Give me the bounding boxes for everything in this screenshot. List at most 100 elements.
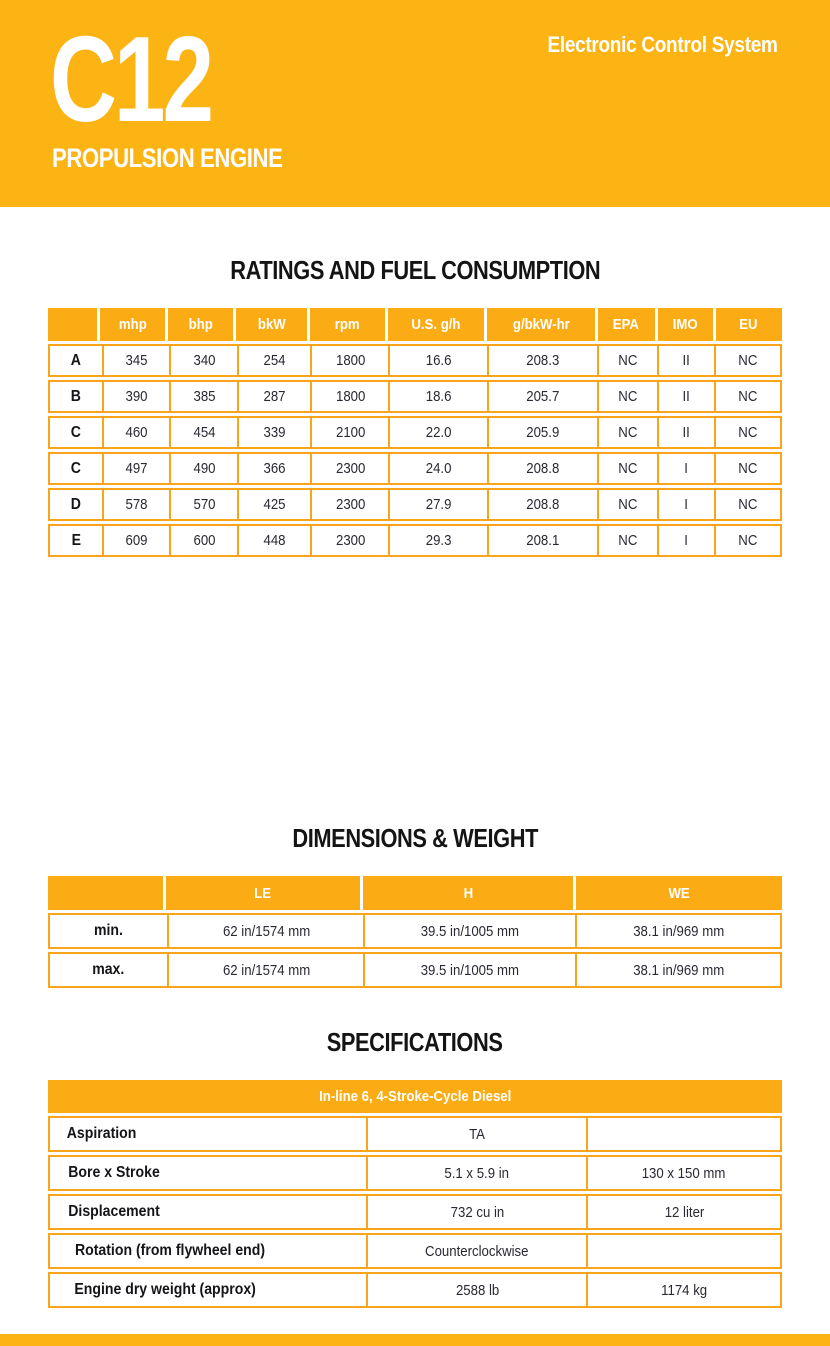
data-cell-text: 732 cu in [450, 1203, 504, 1221]
ratings-section-title-text: RATINGS AND FUEL CONSUMPTION [229, 255, 601, 285]
data-cell: 448 [236, 526, 311, 555]
data-cell-text: NC [738, 496, 758, 513]
row-label: Displacement [50, 1196, 366, 1228]
data-cell: 340 [169, 346, 237, 375]
data-cell: NC [596, 418, 657, 447]
data-cell [586, 1118, 780, 1150]
table-row: E 609 600 448 2300 29.3 208.1 NC I NC [48, 524, 782, 557]
data-cell: 345 [101, 346, 170, 375]
row-label: Rotation (from flywheel end) [50, 1235, 366, 1267]
data-cell: 39.5 in/1005 mm [363, 954, 575, 986]
data-cell-text: 24.0 [425, 460, 452, 477]
data-cell: NC [596, 382, 657, 411]
table-row: Bore x Stroke 5.1 x 5.9 in 130 x 150 mm [48, 1155, 782, 1191]
data-cell-text: 2300 [335, 532, 365, 549]
data-cell: NC [596, 490, 657, 519]
table-row: max. 62 in/1574 mm 39.5 in/1005 mm 38.1 in/… [48, 952, 782, 988]
column-header: g/bkW-hr [486, 308, 598, 341]
data-cell: 570 [169, 490, 237, 519]
dimensions-weight-table: LE H WE min. 62 in/1574 mm 39.5 in/1005 mm 38… [48, 876, 782, 988]
data-cell-text: 208.1 [526, 532, 560, 549]
column-header [48, 308, 100, 341]
data-cell: NC [714, 526, 780, 555]
data-cell: 600 [169, 526, 237, 555]
column-header-text: g/bkW-hr [512, 316, 570, 333]
data-cell-text: 208.8 [526, 460, 560, 477]
row-label-text: Engine dry weight (approx) [74, 1281, 256, 1298]
data-cell: 62 in/1574 mm [167, 954, 363, 986]
row-label: Bore x Stroke [50, 1157, 366, 1189]
data-cell-text: 390 [125, 388, 148, 405]
engine-type-header-cell: In-line 6, 4-Stroke-Cycle Diesel [48, 1080, 782, 1113]
column-header-text: mhp [118, 316, 147, 333]
dimensions-table-header-row: LE H WE [48, 876, 782, 910]
data-cell-text: 130 x 150 mm [642, 1164, 726, 1182]
row-label-text: D [70, 495, 81, 513]
data-cell-text: 254 [263, 352, 286, 369]
specifications-table-body: Aspiration TA Bore x Stroke 5.1 x 5.9 in 130… [48, 1116, 782, 1308]
specifications-table-header-row: In-line 6, 4-Stroke-Cycle Diesel [48, 1080, 782, 1113]
data-cell: NC [714, 418, 780, 447]
column-header-text: U.S. g/h [411, 316, 461, 333]
row-label: A [50, 346, 102, 375]
data-cell-text: 454 [193, 424, 216, 441]
data-cell-text: 490 [193, 460, 216, 477]
data-cell: 2100 [310, 418, 388, 447]
column-header [48, 876, 167, 910]
table-row: C 497 490 366 2300 24.0 208.8 NC I NC [48, 452, 782, 485]
data-cell: NC [596, 346, 657, 375]
data-cell-text: NC [738, 532, 758, 549]
data-cell: 24.0 [388, 454, 486, 483]
data-cell: 460 [101, 418, 170, 447]
data-cell-text: 2588 lb [455, 1281, 499, 1299]
column-header-text: EPA [613, 316, 640, 333]
data-cell: II [656, 382, 715, 411]
table-row: Engine dry weight (approx) 2588 lb 1174 kg [48, 1272, 782, 1308]
data-cell-text: II [682, 424, 691, 441]
data-cell-text: I [684, 532, 689, 549]
ratings-table-body: A 345 340 254 1800 16.6 208.3 NC II NC B 390 385 287 1… [48, 344, 782, 557]
data-cell: 2300 [310, 490, 388, 519]
data-cell: 254 [236, 346, 311, 375]
data-cell-text: 5.1 x 5.9 in [444, 1164, 510, 1182]
data-cell: 287 [236, 382, 311, 411]
data-cell: 2300 [310, 526, 388, 555]
data-cell: 2300 [310, 454, 388, 483]
column-header: U.S. g/h [387, 308, 487, 341]
column-header: bhp [167, 308, 236, 341]
data-cell-text: 38.1 in/969 mm [633, 961, 725, 979]
row-label: B [50, 382, 102, 411]
data-cell: 38.1 in/969 mm [575, 954, 780, 986]
data-cell: NC [596, 454, 657, 483]
data-cell-text: 600 [193, 532, 216, 549]
data-cell-text: NC [618, 532, 638, 549]
brand-banner: C12 Electronic Control System PROPULSION… [0, 0, 830, 207]
row-label-text: C [70, 423, 81, 441]
data-cell: NC [596, 526, 657, 555]
data-cell-text: 366 [263, 460, 286, 477]
data-cell-text: NC [738, 388, 758, 405]
propulsion-engine-subtitle: PROPULSION ENGINE [52, 143, 283, 173]
data-cell-text: 27.9 [425, 496, 452, 513]
data-cell: 1174 kg [586, 1274, 780, 1306]
data-cell: 29.3 [388, 526, 486, 555]
data-cell: 1800 [310, 346, 388, 375]
table-row: Rotation (from flywheel end) Counterclock… [48, 1233, 782, 1269]
data-cell: NC [714, 382, 780, 411]
data-cell: 62 in/1574 mm [167, 915, 363, 947]
column-header-text: LE [254, 884, 272, 902]
data-cell-text: NC [618, 424, 638, 441]
data-cell: NC [714, 346, 780, 375]
data-cell: 205.7 [486, 382, 597, 411]
specifications-table: In-line 6, 4-Stroke-Cycle Diesel Aspirat… [48, 1080, 782, 1308]
data-cell: 1800 [310, 382, 388, 411]
row-label: D [50, 490, 102, 519]
data-cell-text: 39.5 in/1005 mm [421, 922, 520, 940]
row-label-text: E [71, 531, 81, 549]
data-cell-text: NC [618, 388, 638, 405]
data-cell-text: 339 [263, 424, 286, 441]
data-cell-text: NC [738, 352, 758, 369]
table-row: min. 62 in/1574 mm 39.5 in/1005 mm 38.1 in/… [48, 913, 782, 949]
data-cell-text: II [682, 388, 691, 405]
column-header-text: bhp [188, 316, 213, 333]
